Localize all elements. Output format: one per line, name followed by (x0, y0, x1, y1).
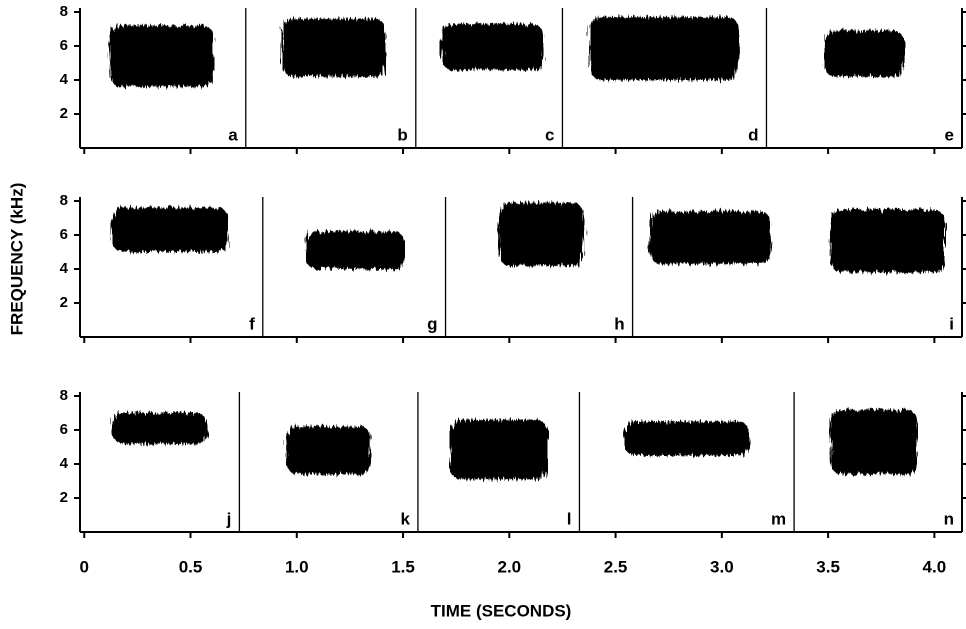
panel-label: f (249, 314, 255, 333)
x-tick-label: 2.5 (604, 557, 628, 576)
panel-label: a (228, 125, 238, 144)
x-tick-label: 2.0 (497, 557, 521, 576)
call-spectrogram (281, 18, 387, 77)
x-tick-label: 3.5 (816, 557, 840, 576)
y-axis-title: FREQUENCY (kHz) (7, 183, 26, 336)
y-tick-label: 6 (60, 226, 68, 243)
y-tick-label: 6 (60, 421, 68, 438)
panel-label: h (614, 314, 624, 333)
call-spectrogram (449, 419, 548, 480)
y-tick-label: 2 (60, 294, 68, 311)
y-tick-label: 6 (60, 37, 68, 54)
y-tick-label: 4 (60, 260, 69, 277)
panel-label: e (945, 125, 954, 144)
y-tick-label: 8 (60, 192, 68, 209)
call-spectrogram (590, 17, 739, 81)
call-spectrogram (305, 231, 406, 269)
call-spectrogram (498, 202, 584, 266)
panel-label: j (226, 509, 232, 528)
call-spectrogram (111, 207, 229, 252)
call-spectrogram (109, 25, 214, 87)
call-spectrogram (830, 209, 945, 273)
y-tick-label: 2 (60, 489, 68, 506)
call-spectrogram (441, 23, 544, 70)
panel-label: m (771, 509, 786, 528)
y-tick-label: 2 (60, 105, 68, 122)
panel-label: g (427, 314, 437, 333)
x-tick-label: 0.5 (179, 557, 203, 576)
call-spectrogram (111, 413, 208, 444)
y-tick-label: 8 (60, 3, 68, 20)
panel-label: k (400, 509, 410, 528)
x-tick-label: 1.0 (285, 557, 309, 576)
x-tick-label: 0 (80, 557, 89, 576)
y-tick-label: 8 (60, 387, 68, 404)
y-tick-label: 4 (60, 71, 69, 88)
panel-label: d (748, 125, 758, 144)
call-spectrogram (830, 409, 918, 475)
panel-label: i (949, 314, 954, 333)
panel-label: b (397, 125, 407, 144)
panel-label: n (944, 509, 954, 528)
call-spectrogram (286, 426, 372, 475)
x-tick-label: 3.0 (710, 557, 734, 576)
y-tick-label: 4 (60, 455, 69, 472)
call-spectrogram (823, 30, 905, 77)
x-tick-label: 1.5 (391, 557, 415, 576)
panel-label: l (567, 509, 572, 528)
x-axis-title: TIME (SECONDS) (431, 601, 572, 620)
x-tick-label: 4.0 (923, 557, 947, 576)
call-spectrogram (624, 421, 750, 456)
call-spectrogram (649, 211, 771, 264)
panel-label: c (545, 125, 554, 144)
